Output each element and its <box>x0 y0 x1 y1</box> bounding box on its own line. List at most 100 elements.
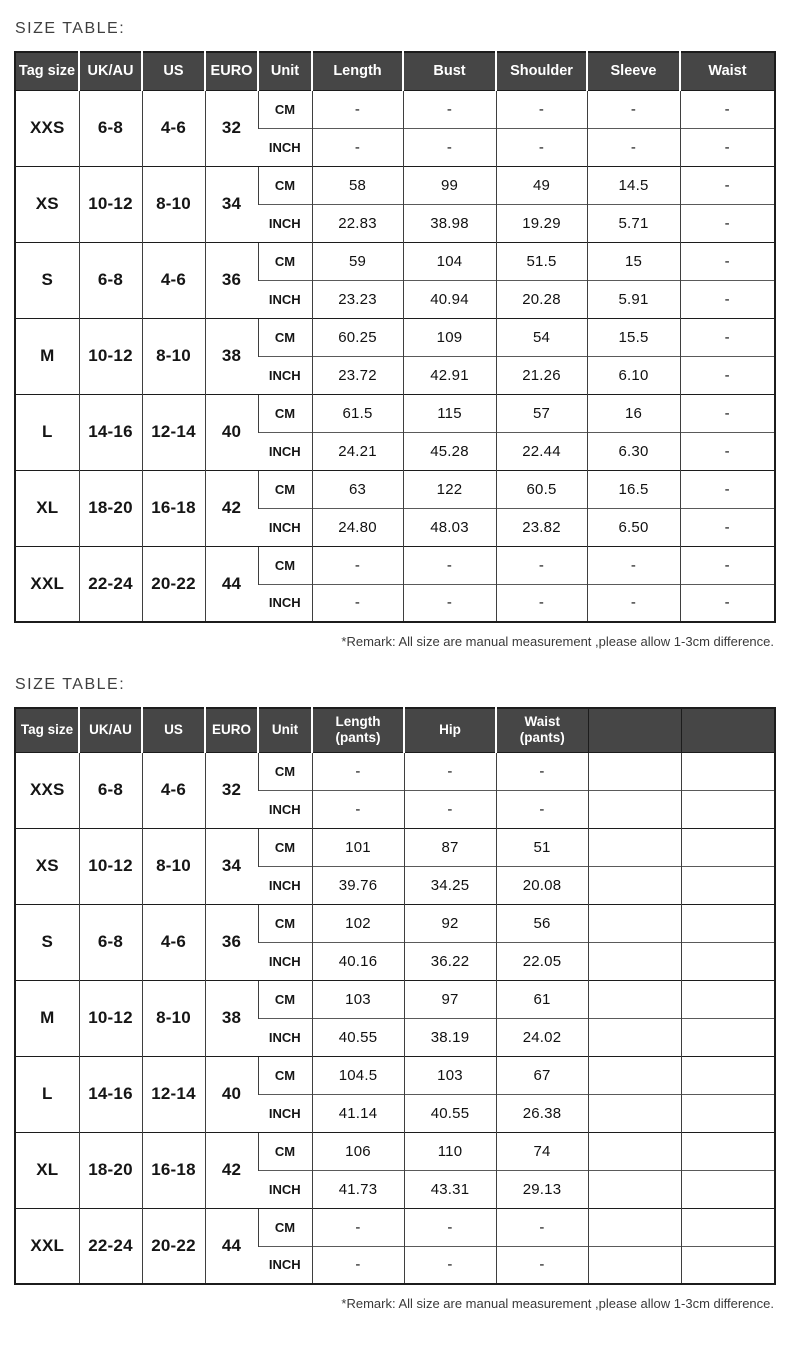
col-header-label: Waist <box>708 62 747 79</box>
size-table-garment: Tag size UK/AU US EURO Unit Length Bust Shoulde… <box>14 51 776 623</box>
col-header-unit: Unit <box>257 52 312 91</box>
euro-cell: 34 <box>204 165 258 242</box>
us-cell: 4-6 <box>141 241 205 318</box>
data-cell: 99 <box>402 165 496 204</box>
data-cell: - <box>311 789 404 828</box>
data-cell <box>680 865 775 904</box>
data-cell: 42.91 <box>402 355 496 394</box>
data-cell: 23.82 <box>495 507 587 546</box>
data-cell: 16.5 <box>586 469 680 508</box>
size-row-xs-cm: XS 10-12 8-10 34 CM 101 87 51 <box>15 827 775 904</box>
unit-cell: CM <box>257 469 312 508</box>
col-header-label: Bust <box>433 62 466 79</box>
euro-cell: 38 <box>204 317 258 394</box>
uk-au-cell: 6-8 <box>78 89 142 166</box>
data-cell: 103 <box>403 1055 496 1094</box>
data-cell: - <box>495 1207 588 1246</box>
size-row-xl-inch: INCH 41.73 43.31 29.13 <box>15 1169 775 1208</box>
data-cell: 104 <box>402 241 496 280</box>
data-cell: - <box>586 545 680 584</box>
data-cell: - <box>679 165 775 204</box>
data-cell: 74 <box>495 1131 588 1170</box>
tag-size-cell: XL <box>15 1131 79 1208</box>
size-table-heading: SIZE TABLE: <box>15 676 126 693</box>
data-cell: - <box>403 1245 496 1284</box>
data-cell: 24.21 <box>311 431 403 470</box>
tag-size-cell: XS <box>15 827 79 904</box>
data-cell <box>680 827 775 866</box>
data-cell: - <box>311 1207 404 1246</box>
data-cell: - <box>586 127 680 166</box>
size-row-l-cm: L 14-16 12-14 40 CM 61.5 115 57 16- <box>15 393 775 470</box>
data-cell: 15.5 <box>586 317 680 356</box>
data-cell <box>587 1055 681 1094</box>
uk-au-cell: 6-8 <box>78 751 142 828</box>
data-cell: 60.5 <box>495 469 587 508</box>
us-cell: 4-6 <box>141 903 205 980</box>
euro-cell: 42 <box>204 469 258 546</box>
data-cell: 115 <box>402 393 496 432</box>
data-cell: 15 <box>586 241 680 280</box>
col-header-label: Unit <box>271 722 299 738</box>
data-cell: 97 <box>403 979 496 1018</box>
col-header-label: US <box>164 722 183 738</box>
unit-cell: INCH <box>258 865 312 904</box>
col-header-label: Length <box>335 714 381 730</box>
data-cell <box>680 1169 775 1208</box>
uk-au-cell: 6-8 <box>78 903 142 980</box>
data-cell: 58 <box>311 165 403 204</box>
col-header-label: EURO <box>210 62 253 79</box>
tag-size-cell: L <box>15 393 79 470</box>
unit-cell: CM <box>257 317 312 356</box>
uk-au-cell: 10-12 <box>78 317 142 394</box>
us-cell: 4-6 <box>141 751 205 828</box>
data-cell <box>587 1169 681 1208</box>
size-row-m-inch: INCH 40.55 38.19 24.02 <box>15 1017 775 1056</box>
data-cell <box>680 1131 775 1170</box>
uk-au-cell: 18-20 <box>78 469 142 546</box>
unit-cell: CM <box>257 89 312 128</box>
unit-cell: INCH <box>258 1169 312 1208</box>
data-cell: 38.98 <box>402 203 496 242</box>
unit-cell: CM <box>257 751 312 790</box>
data-cell: - <box>679 317 775 356</box>
uk-au-cell: 6-8 <box>78 241 142 318</box>
data-cell: 20.28 <box>495 279 587 318</box>
col-header-blank-8 <box>587 708 681 753</box>
data-cell: 101 <box>311 827 404 866</box>
us-cell: 8-10 <box>141 979 205 1056</box>
data-cell: - <box>679 127 775 166</box>
euro-cell: 42 <box>204 1131 258 1208</box>
col-header-label: Waist <box>524 714 560 730</box>
data-cell: 57 <box>495 393 587 432</box>
tag-size-cell: M <box>15 317 79 394</box>
us-cell: 12-14 <box>141 1055 205 1132</box>
data-cell: 102 <box>311 903 404 942</box>
col-header-uk-au: UK/AU <box>78 52 142 91</box>
data-cell <box>680 1017 775 1056</box>
size-row-xxs-inch: INCH - - - - - <box>15 127 775 166</box>
unit-cell: CM <box>257 1207 312 1246</box>
col-header-us: US <box>141 708 205 753</box>
data-cell: - <box>679 89 775 128</box>
uk-au-cell: 22-24 <box>78 545 142 622</box>
col-header-label: Hip <box>439 722 461 738</box>
tag-size-cell: XXL <box>15 545 79 622</box>
data-cell: 51.5 <box>495 241 587 280</box>
size-table-section-top: SIZE TABLE: Tag size UK/AU US EURO Unit Lengt… <box>14 20 776 649</box>
data-cell: - <box>586 583 680 622</box>
data-cell: 43.31 <box>403 1169 496 1208</box>
tag-size-cell: S <box>15 241 79 318</box>
data-cell <box>587 827 681 866</box>
data-cell: - <box>495 127 587 166</box>
data-cell: 23.23 <box>311 279 403 318</box>
col-header-label: Unit <box>270 62 300 79</box>
col-header-uk-au: UK/AU <box>78 708 142 753</box>
data-cell <box>587 903 681 942</box>
data-cell: 87 <box>403 827 496 866</box>
data-cell: 106 <box>311 1131 404 1170</box>
data-cell: - <box>311 1245 404 1284</box>
data-cell: - <box>402 583 496 622</box>
uk-au-cell: 10-12 <box>78 979 142 1056</box>
data-cell: 39.76 <box>311 865 404 904</box>
